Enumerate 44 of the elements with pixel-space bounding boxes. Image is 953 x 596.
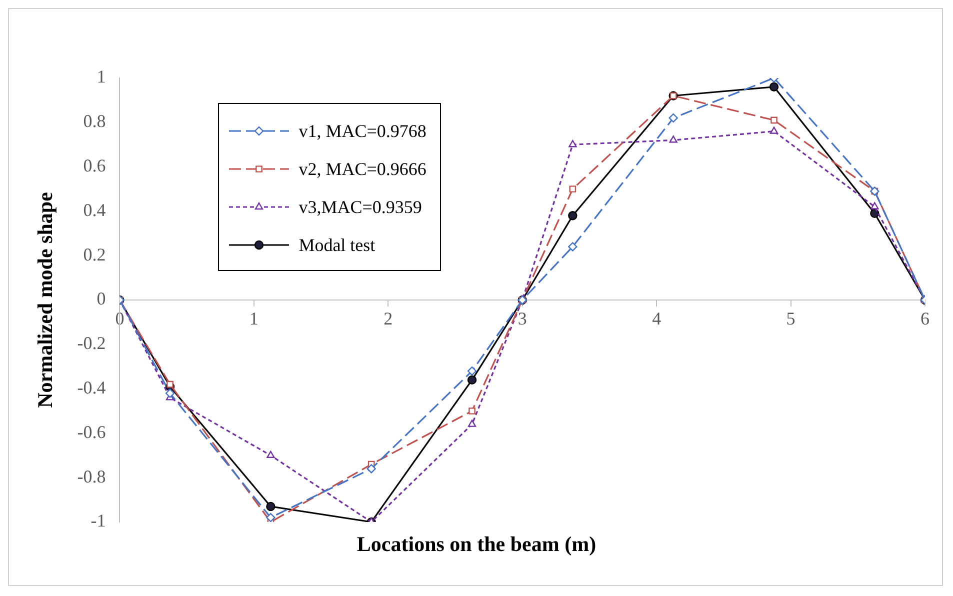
y-tick-label: 0.4 — [83, 200, 106, 220]
point — [568, 211, 578, 220]
x-tick-label: 3 — [518, 308, 527, 329]
y-tick-label: 0.6 — [83, 156, 106, 176]
y-tick-label: -1 — [90, 510, 106, 531]
legend-label: v2, MAC=0.9666 — [298, 158, 426, 180]
point — [266, 512, 276, 522]
point — [669, 136, 678, 143]
legend-label: v1, MAC=0.9768 — [298, 120, 426, 142]
y-tick-label: -0.8 — [77, 466, 106, 486]
point — [467, 366, 477, 376]
point — [366, 464, 376, 474]
point — [770, 116, 778, 124]
point — [468, 420, 476, 427]
x-tick-label: 0 — [115, 308, 124, 329]
point — [770, 126, 778, 134]
point — [769, 82, 779, 92]
point — [166, 380, 174, 388]
point — [266, 502, 276, 512]
point — [568, 140, 577, 148]
x-tick-label: 6 — [920, 308, 930, 329]
point — [165, 388, 175, 398]
point — [569, 186, 576, 192]
y-tick-label: 0.8 — [83, 111, 106, 132]
y-tick-label: -0.4 — [77, 378, 106, 398]
point — [266, 450, 275, 458]
x-tick-label: 4 — [652, 308, 662, 329]
point — [870, 202, 879, 210]
point — [468, 408, 476, 414]
point — [668, 113, 678, 123]
x-axis-title: Locations on the beam (m) — [356, 532, 598, 557]
y-axis-title: Normalized mode shape — [33, 192, 58, 408]
x-tick-label: 2 — [384, 308, 393, 329]
y-tick-label: -0.6 — [77, 422, 106, 442]
x-tick-label: 5 — [786, 308, 796, 329]
legend-label: v3,MAC=0.9359 — [298, 196, 422, 218]
legend-label: Modal test — [298, 234, 376, 256]
y-tick-label: -0.2 — [77, 333, 106, 354]
point — [568, 242, 578, 252]
y-tick-label: 0.2 — [83, 244, 106, 264]
point — [467, 375, 477, 385]
y-tick-label: 1 — [96, 66, 106, 87]
x-tick-label: 1 — [249, 308, 258, 329]
y-tick-label: 0 — [96, 288, 106, 309]
